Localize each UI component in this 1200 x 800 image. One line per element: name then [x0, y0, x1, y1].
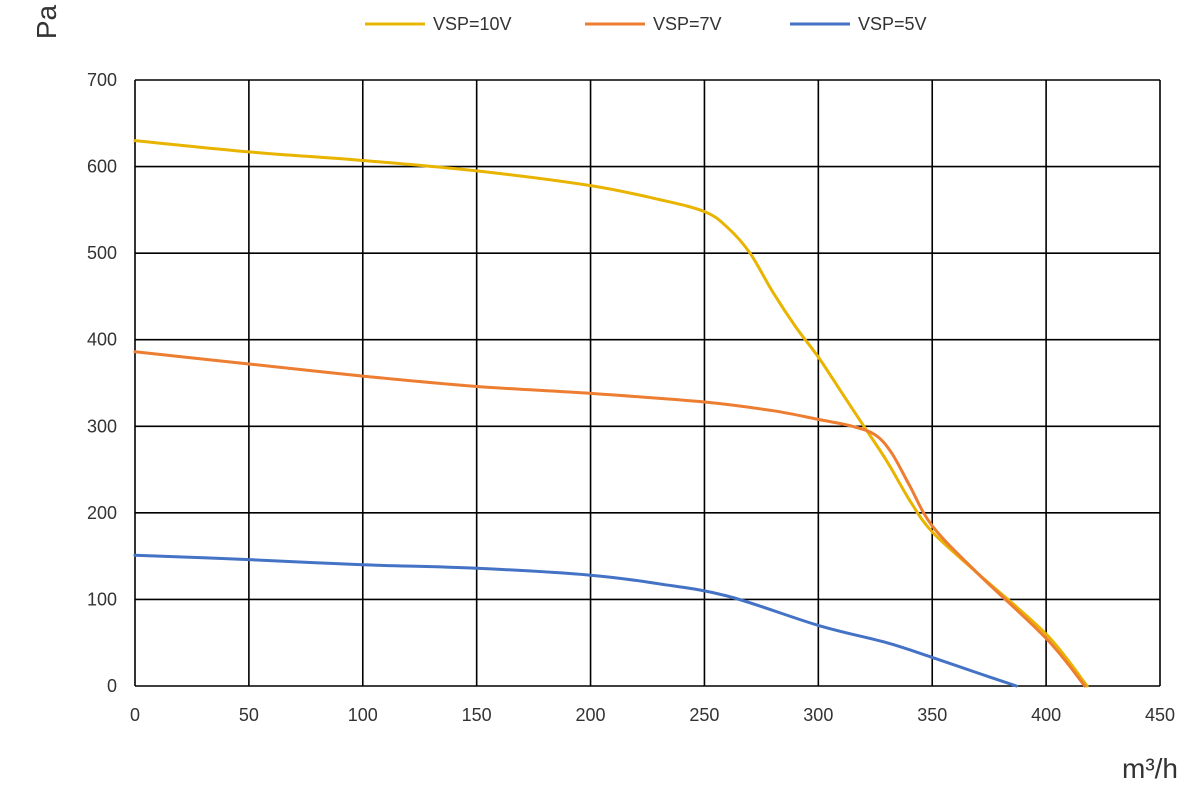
- x-tick-label: 450: [1145, 705, 1175, 725]
- x-tick-label: 50: [239, 705, 259, 725]
- series-line-vsp-10v: [133, 139, 1089, 688]
- x-tick-label: 150: [462, 705, 492, 725]
- y-axis-title: Pa: [31, 4, 62, 39]
- y-tick-label: 0: [107, 676, 117, 696]
- grid: [134, 79, 1161, 687]
- x-tick-label: 200: [576, 705, 606, 725]
- legend: VSP=10V VSP=7V VSP=5V: [365, 14, 927, 34]
- x-tick-label: 250: [689, 705, 719, 725]
- x-tick-label: 400: [1031, 705, 1061, 725]
- y-tick-label: 300: [87, 416, 117, 436]
- y-tick-label: 400: [87, 330, 117, 350]
- tick-labels: 0 50 100 150 200 250 300 350 400 450 0 100 200 300 400…: [87, 70, 1175, 725]
- legend-label-vsp-5v: VSP=5V: [858, 14, 927, 34]
- x-tick-label: 0: [130, 705, 140, 725]
- x-tick-label: 300: [803, 705, 833, 725]
- y-tick-label: 200: [87, 503, 117, 523]
- legend-label-vsp-7v: VSP=7V: [653, 14, 722, 34]
- x-tick-label: 100: [348, 705, 378, 725]
- legend-label-vsp-10v: VSP=10V: [433, 14, 512, 34]
- series-line-vsp-7v: [133, 350, 1087, 688]
- y-tick-label: 600: [87, 157, 117, 177]
- series-lines: [133, 139, 1089, 688]
- series-line-vsp-5v: [133, 553, 1018, 688]
- y-tick-label: 700: [87, 70, 117, 90]
- x-axis-title: m³/h: [1122, 753, 1178, 784]
- y-tick-label: 500: [87, 243, 117, 263]
- x-tick-label: 350: [917, 705, 947, 725]
- y-tick-label: 100: [87, 589, 117, 609]
